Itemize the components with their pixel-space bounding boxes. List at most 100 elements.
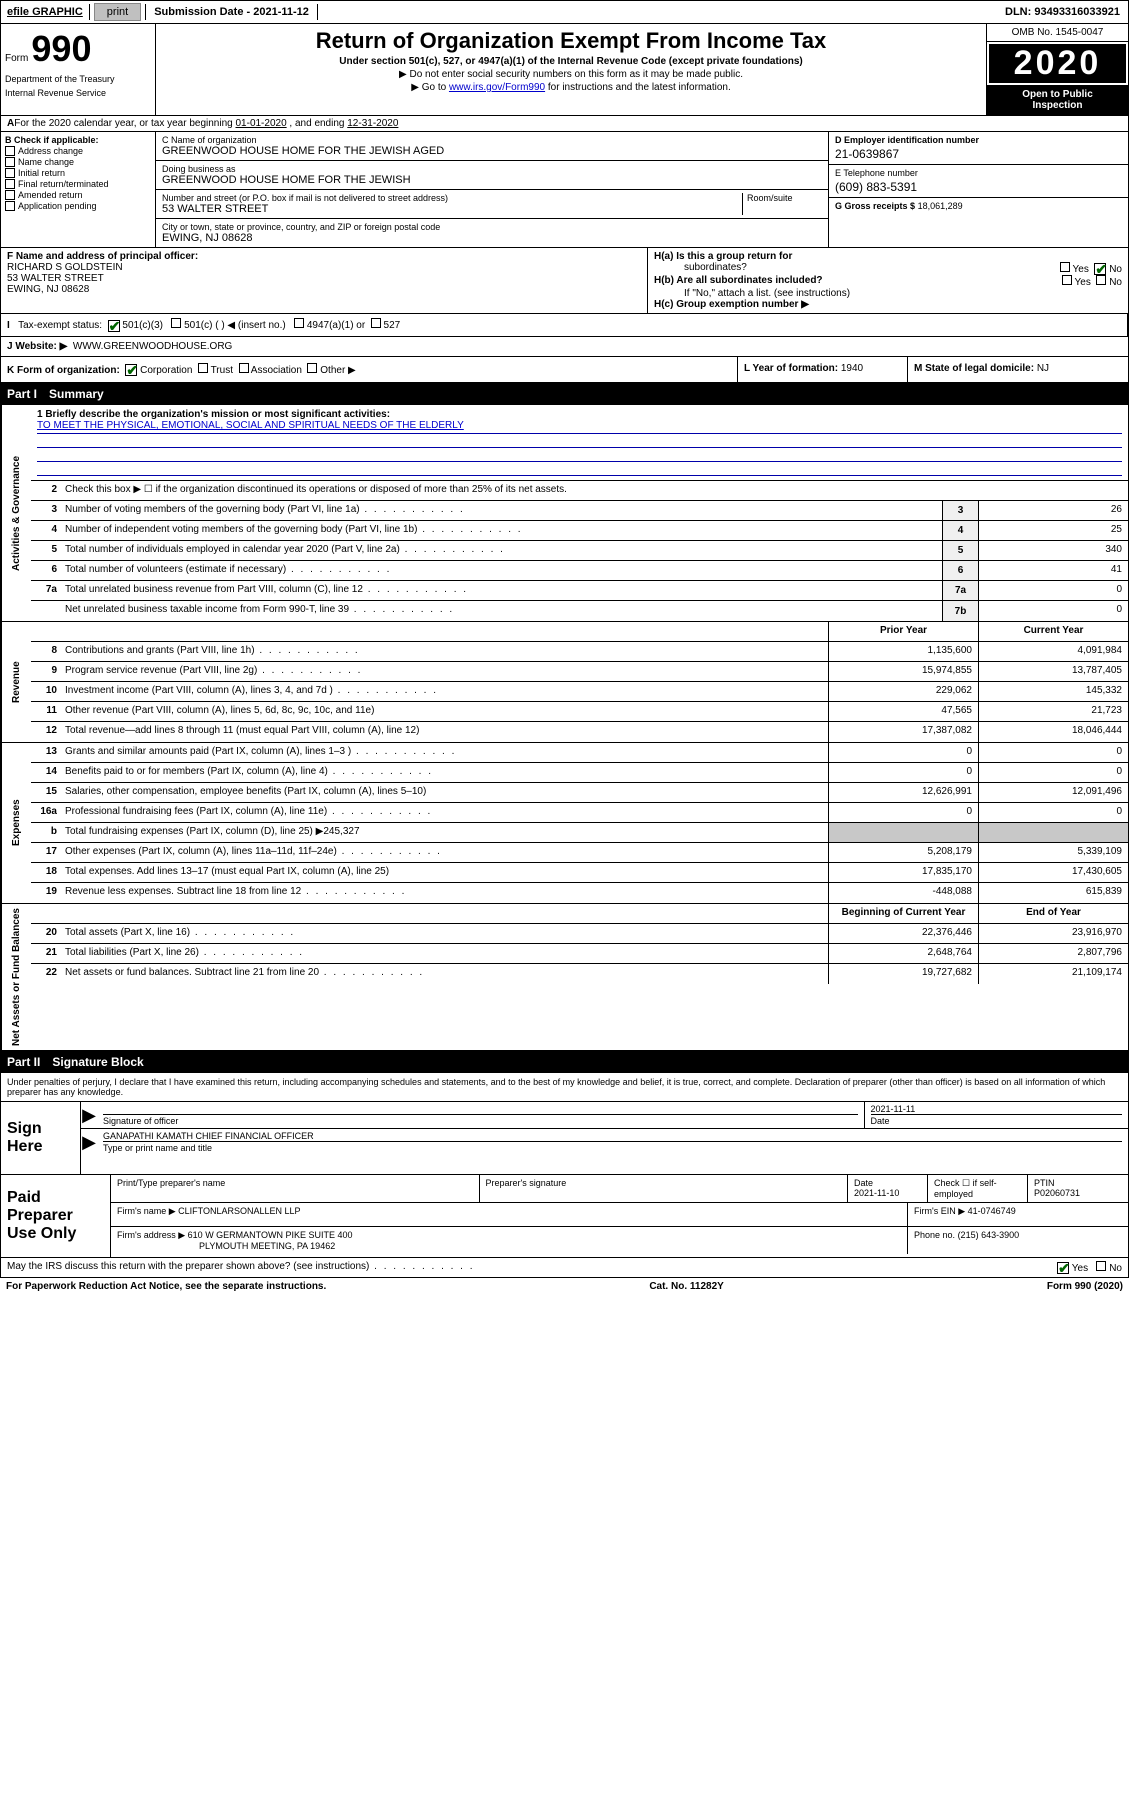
chk-4947[interactable] — [294, 318, 304, 328]
revenue-section: Revenue Prior Year Current Year 8Contrib… — [0, 622, 1129, 743]
chk-corp[interactable] — [125, 364, 137, 376]
firm-addr-label: Firm's address ▶ — [117, 1230, 185, 1240]
phone-label: E Telephone number — [835, 168, 1122, 178]
line-6-box: 6 — [942, 561, 978, 580]
chk-trust[interactable] — [198, 363, 208, 373]
line-16a-prior: 0 — [828, 803, 978, 822]
line-8-cur: 4,091,984 — [978, 642, 1128, 661]
part-i-roman: Part I — [7, 387, 37, 401]
chk-501c[interactable] — [171, 318, 181, 328]
signature-disclaimer: Under penalties of perjury, I declare th… — [0, 1073, 1129, 1102]
discuss-no-chk[interactable] — [1096, 1261, 1106, 1271]
chk-application-pending[interactable]: Application pending — [5, 201, 151, 211]
sig-arrow-icon: ▶ — [81, 1102, 97, 1128]
line-15-prior: 12,626,991 — [828, 783, 978, 802]
line-18-desc: Total expenses. Add lines 13–17 (must eq… — [61, 863, 828, 882]
prep-date-label: Date — [854, 1178, 921, 1188]
prep-sig-label: Preparer's signature — [486, 1178, 842, 1188]
street-address: 53 WALTER STREET — [162, 203, 742, 215]
firm-name: CLIFTONLARSONALLEN LLP — [178, 1206, 300, 1216]
state-domicile: M State of legal domicile: NJ — [908, 357, 1128, 382]
discuss-yes-chk[interactable] — [1057, 1262, 1069, 1274]
ha-yes-chk[interactable] — [1060, 262, 1070, 272]
discuss-question: May the IRS discuss this return with the… — [7, 1261, 475, 1274]
net-assets-section: Net Assets or Fund Balances Beginning of… — [0, 904, 1129, 1051]
bottom-line: For Paperwork Reduction Act Notice, see … — [0, 1278, 1129, 1295]
line-9-cur: 13,787,405 — [978, 662, 1128, 681]
line-10-prior: 229,062 — [828, 682, 978, 701]
name-label: C Name of organization — [162, 135, 822, 145]
sign-here-label: Sign Here — [1, 1102, 81, 1174]
ha-no-chk[interactable] — [1094, 263, 1106, 275]
line-7b-val: 0 — [978, 601, 1128, 621]
chk-501c3[interactable] — [108, 320, 120, 332]
line-4-val: 25 — [978, 521, 1128, 540]
line-15-desc: Salaries, other compensation, employee b… — [61, 783, 828, 802]
inspection-line2: Inspection — [991, 100, 1124, 111]
chk-name-change[interactable]: Name change — [5, 157, 151, 167]
firm-addr2: PLYMOUTH MEETING, PA 19462 — [117, 1241, 335, 1251]
side-net-assets: Net Assets or Fund Balances — [1, 904, 31, 1050]
chk-other[interactable] — [307, 363, 317, 373]
gross-receipts: 18,061,289 — [918, 201, 963, 211]
h-group-return: H(a) Is this a group return for subordin… — [648, 248, 1128, 313]
ein: 21-0639867 — [835, 147, 1122, 161]
header-right: OMB No. 1545-0047 2020 Open to Public In… — [986, 24, 1128, 115]
row-f-h: F Name and address of principal officer:… — [0, 248, 1129, 314]
line-20-desc: Total assets (Part X, line 16) — [61, 924, 828, 943]
dba-label: Doing business as — [162, 164, 822, 174]
sig-arrow-icon-2: ▶ — [81, 1129, 97, 1155]
irs-link[interactable]: www.irs.gov/Form990 — [449, 82, 545, 93]
website-url: WWW.GREENWOODHOUSE.ORG — [73, 341, 232, 352]
chk-assoc[interactable] — [239, 363, 249, 373]
chk-527[interactable] — [371, 318, 381, 328]
chk-amended[interactable]: Amended return — [5, 190, 151, 200]
firm-ein: 41-0746749 — [968, 1206, 1016, 1216]
addr-label: Number and street (or P.O. box if mail i… — [162, 193, 742, 203]
submission-date: Submission Date - 2021-11-12 — [145, 4, 318, 20]
form-subtitle: Under section 501(c), 527, or 4947(a)(1)… — [164, 56, 978, 67]
line-21-desc: Total liabilities (Part X, line 26) — [61, 944, 828, 963]
line-22-desc: Net assets or fund balances. Subtract li… — [61, 964, 828, 984]
mission-text[interactable]: TO MEET THE PHYSICAL, EMOTIONAL, SOCIAL … — [37, 420, 464, 431]
expenses-section: Expenses 13Grants and similar amounts pa… — [0, 743, 1129, 904]
line-11-prior: 47,565 — [828, 702, 978, 721]
mission-block: 1 Briefly describe the organization's mi… — [31, 405, 1128, 481]
col-b-label: B Check if applicable: — [5, 135, 151, 145]
firm-ein-label: Firm's EIN ▶ — [914, 1206, 965, 1216]
officer-addr2: EWING, NJ 08628 — [7, 284, 89, 295]
city-state-zip: EWING, NJ 08628 — [162, 232, 822, 244]
sig-date-label: Date — [871, 1114, 1123, 1126]
hb-yes-chk[interactable] — [1062, 275, 1072, 285]
prep-date: 2021-11-10 — [854, 1188, 921, 1198]
line-19-desc: Revenue less expenses. Subtract line 18 … — [61, 883, 828, 903]
rowa-mid: , and ending — [287, 118, 348, 129]
l-label: L Year of formation: — [744, 363, 838, 374]
line-5-desc: Total number of individuals employed in … — [61, 541, 942, 560]
dln: DLN: 93493316033921 — [997, 4, 1128, 20]
line-9-desc: Program service revenue (Part VIII, line… — [61, 662, 828, 681]
tax-exempt-status: I Tax-exempt status: 501(c)(3) 501(c) ( … — [1, 314, 1128, 335]
chk-final-return[interactable]: Final return/terminated — [5, 179, 151, 189]
chk-address-change[interactable]: Address change — [5, 146, 151, 156]
officer-name-title: GANAPATHI KAMATH CHIEF FINANCIAL OFFICER — [103, 1131, 1122, 1141]
efile-link[interactable]: efile GRAPHIC — [1, 4, 90, 20]
line-9-prior: 15,974,855 — [828, 662, 978, 681]
line-10-desc: Investment income (Part VIII, column (A)… — [61, 682, 828, 701]
org-name: GREENWOOD HOUSE HOME FOR THE JEWISH AGED — [162, 145, 822, 157]
chk-initial-return[interactable]: Initial return — [5, 168, 151, 178]
print-button[interactable]: print — [94, 3, 141, 21]
firm-phone: (215) 643-3900 — [958, 1230, 1020, 1240]
line-14-desc: Benefits paid to or for members (Part IX… — [61, 763, 828, 782]
col-c-org: C Name of organization GREENWOOD HOUSE H… — [156, 132, 828, 247]
line-20-cur: 23,916,970 — [978, 924, 1128, 943]
form-of-org: K Form of organization: Corporation Trus… — [1, 357, 738, 382]
discuss-row: May the IRS discuss this return with the… — [0, 1258, 1129, 1278]
side-governance: Activities & Governance — [1, 405, 31, 621]
line-22-prior: 19,727,682 — [828, 964, 978, 984]
line-16b-desc: Total fundraising expenses (Part IX, col… — [61, 823, 828, 842]
col-current-year: Current Year — [978, 622, 1128, 641]
tax-year: 2020 — [989, 44, 1126, 83]
line-12-cur: 18,046,444 — [978, 722, 1128, 742]
hb-label: H(b) Are all subordinates included? — [654, 275, 823, 286]
